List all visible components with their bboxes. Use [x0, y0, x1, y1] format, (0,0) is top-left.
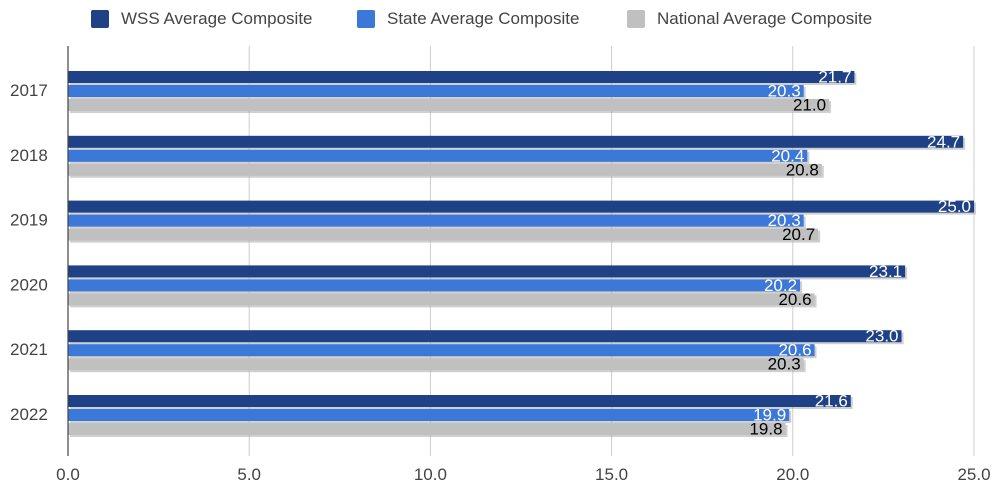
x-tick-label: 5.0: [237, 465, 261, 484]
axes: 0.0 5.0 10.0 15.0 20.0 25.0 2017 2018 2019 2020 20…: [10, 46, 991, 484]
legend-item-wss: WSS Average Composite: [91, 5, 313, 33]
data-labels: 21.720.321.024.720.420.825.020.320.723.1…: [749, 68, 971, 439]
data-label: 24.7: [927, 132, 960, 151]
data-label: 21.0: [793, 96, 826, 115]
bar: [68, 85, 804, 97]
bar: [68, 409, 790, 421]
data-label: 19.9: [753, 406, 786, 425]
bar: [68, 200, 974, 213]
legend-swatch-wss: [91, 10, 109, 28]
y-tick-label: 2021: [10, 340, 48, 359]
data-label: 20.2: [764, 276, 797, 295]
legend-swatch-national: [627, 10, 645, 28]
bar: [68, 344, 815, 357]
legend-item-state: State Average Composite: [357, 5, 579, 33]
bar: [68, 71, 855, 83]
bar-marks: [68, 71, 976, 437]
bar: [68, 358, 804, 371]
bar: [68, 293, 815, 306]
x-tick-label: 0.0: [56, 465, 80, 484]
data-label: 20.8: [786, 160, 819, 179]
bar: [68, 330, 902, 343]
data-label: 19.8: [749, 420, 782, 439]
y-tick-label: 2022: [10, 405, 48, 424]
data-label: 20.6: [778, 341, 811, 360]
bar: [68, 149, 808, 162]
bar: [68, 163, 822, 176]
legend-label-wss: WSS Average Composite: [121, 9, 313, 28]
data-label: 25.0: [938, 197, 971, 216]
bar: [68, 265, 906, 278]
data-label: 21.7: [818, 68, 851, 87]
bar: [68, 279, 801, 292]
bar: [68, 135, 964, 148]
y-tick-label: 2018: [10, 146, 48, 165]
data-label: 21.6: [815, 392, 848, 411]
data-label: 20.6: [778, 290, 811, 309]
y-tick-label: 2017: [10, 81, 48, 100]
bar: [68, 99, 830, 111]
data-label: 20.3: [768, 82, 801, 101]
x-tick-label: 25.0: [957, 465, 990, 484]
legend-label-national: National Average Composite: [657, 9, 873, 28]
data-label: 23.1: [869, 262, 902, 281]
x-tick-label: 20.0: [776, 465, 809, 484]
bar: [68, 395, 851, 407]
legend-swatch-state: [357, 10, 375, 28]
chart-legend: WSS Average Composite State Average Comp…: [0, 5, 995, 33]
data-label: 20.4: [771, 146, 804, 165]
bar: [68, 228, 819, 241]
data-label: 20.7: [782, 225, 815, 244]
legend-item-national: National Average Composite: [627, 5, 872, 33]
legend-label-state: State Average Composite: [387, 9, 580, 28]
data-label: 23.0: [865, 327, 898, 346]
x-tick-label: 10.0: [414, 465, 447, 484]
y-tick-label: 2019: [10, 211, 48, 230]
y-tick-label: 2020: [10, 275, 48, 294]
bar: [68, 423, 786, 435]
data-label: 20.3: [768, 211, 801, 230]
bar: [68, 214, 804, 227]
data-label: 20.3: [768, 355, 801, 374]
x-tick-label: 15.0: [595, 465, 628, 484]
